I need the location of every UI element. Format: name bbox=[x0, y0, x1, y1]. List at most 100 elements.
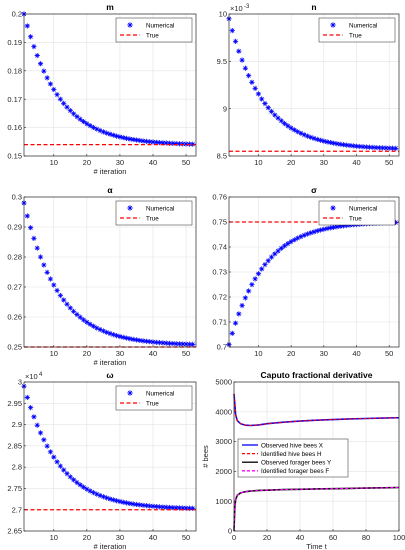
numerical-point bbox=[74, 114, 80, 120]
y-tick-label: 1000 bbox=[215, 497, 232, 506]
numerical-point bbox=[107, 496, 113, 502]
y-tick-label: 0.28 bbox=[7, 253, 22, 262]
y-tick-label: 2.65 bbox=[7, 527, 22, 536]
numerical-point bbox=[117, 498, 123, 505]
numerical-point bbox=[190, 505, 196, 511]
y-tick-label: 4000 bbox=[215, 407, 232, 416]
chart-panel-4: 10 20 30 40 500.70.710.720.730.740.750.76σNu… bbox=[212, 185, 400, 358]
x-axis-label: # iteration bbox=[94, 167, 127, 176]
numerical-point bbox=[176, 505, 183, 511]
numerical-point bbox=[180, 141, 186, 147]
numerical-point bbox=[157, 340, 163, 346]
numerical-point bbox=[163, 340, 169, 346]
numerical-point bbox=[304, 231, 311, 237]
numerical-point bbox=[340, 142, 347, 148]
numerical-point bbox=[130, 136, 136, 143]
numerical-point bbox=[143, 503, 149, 509]
legend: Numerical True bbox=[318, 17, 396, 43]
numerical-point bbox=[133, 501, 140, 508]
legend-label-numerical: Numerical bbox=[146, 23, 174, 30]
numerical-point bbox=[57, 96, 63, 102]
numerical-point bbox=[110, 332, 116, 338]
numerical-point bbox=[104, 329, 110, 335]
numerical-point bbox=[84, 486, 90, 492]
numerical-point bbox=[288, 125, 294, 131]
numerical-point bbox=[31, 235, 37, 242]
numerical-point bbox=[90, 490, 97, 496]
numerical-point bbox=[370, 144, 376, 150]
y-tick-label: 0 bbox=[228, 527, 232, 536]
y-tick-label: 0.15 bbox=[7, 152, 22, 161]
numerical-point bbox=[176, 341, 183, 347]
numerical-point bbox=[334, 141, 340, 147]
numerical-point bbox=[376, 145, 382, 151]
legend-box bbox=[115, 17, 193, 43]
numerical-point bbox=[120, 135, 126, 141]
y-tick-label: 0.3 bbox=[12, 193, 22, 202]
numerical-point bbox=[160, 340, 166, 346]
axes-frame bbox=[23, 381, 197, 532]
numerical-point bbox=[321, 138, 327, 144]
y-tick-label: 8.5 bbox=[217, 152, 227, 161]
legend-label-numerical: Numerical bbox=[349, 23, 377, 30]
numerical-point bbox=[242, 65, 248, 71]
numerical-point bbox=[153, 503, 159, 510]
x-axis-label: # iteration bbox=[94, 542, 127, 550]
numerical-point bbox=[100, 494, 106, 500]
numerical-point bbox=[34, 52, 40, 59]
numerical-point bbox=[232, 320, 239, 326]
legend: Numerical True bbox=[115, 200, 193, 226]
numerical-point bbox=[281, 243, 288, 249]
numerical-point bbox=[232, 38, 239, 44]
numerical-point bbox=[143, 338, 149, 344]
numerical-point bbox=[147, 339, 153, 345]
numerical-point bbox=[87, 488, 93, 494]
axes-frame bbox=[228, 13, 400, 157]
numerical-point bbox=[265, 258, 271, 264]
numerical-point bbox=[265, 105, 271, 111]
numerical-point bbox=[37, 61, 44, 67]
numerical-point bbox=[107, 330, 113, 337]
x-tick-label: 40 bbox=[149, 158, 157, 167]
numerical-point bbox=[157, 504, 163, 510]
numerical-point bbox=[262, 100, 268, 107]
chart-title: α bbox=[107, 185, 113, 195]
chart-title: ω bbox=[106, 370, 113, 380]
y-tick-label: 0.2 bbox=[12, 10, 22, 19]
numerical-point bbox=[347, 142, 353, 149]
x-tick-label: 50 bbox=[182, 158, 190, 167]
numerical-point bbox=[37, 254, 44, 260]
numerical-point bbox=[114, 498, 120, 504]
numerical-point bbox=[252, 276, 258, 282]
numerical-point bbox=[259, 266, 265, 272]
numerical-point bbox=[90, 323, 97, 329]
numerical-point bbox=[153, 139, 159, 145]
chart-title: σ bbox=[311, 185, 317, 195]
numerical-point bbox=[100, 129, 106, 135]
numerical-point bbox=[324, 139, 330, 145]
numerical-point bbox=[285, 123, 291, 129]
numerical-point bbox=[71, 477, 77, 483]
numerical-point bbox=[28, 405, 34, 411]
numerical-point bbox=[295, 235, 301, 241]
y-tick-label: 3000 bbox=[215, 437, 232, 446]
numerical-point bbox=[383, 145, 389, 151]
y-tick-label: 9.5 bbox=[217, 57, 227, 66]
numerical-point bbox=[54, 459, 60, 465]
x-tick-label: 20 bbox=[287, 158, 295, 167]
legend-label-true: True bbox=[349, 33, 362, 40]
y-tick-label: 0.29 bbox=[7, 223, 22, 232]
numerical-point bbox=[268, 254, 275, 260]
x-tick-label: 80 bbox=[362, 533, 370, 542]
numerical-point bbox=[24, 23, 30, 29]
numerical-point bbox=[84, 319, 90, 325]
numerical-point bbox=[31, 44, 37, 50]
x-tick-label: 30 bbox=[116, 533, 124, 542]
legend: Numerical True bbox=[318, 200, 396, 226]
legend-label-numerical: Numerical bbox=[146, 391, 174, 398]
numerical-point bbox=[71, 111, 77, 117]
y-tick-label: 0.76 bbox=[212, 193, 227, 202]
numerical-point bbox=[393, 145, 399, 151]
numerical-point bbox=[176, 141, 183, 147]
